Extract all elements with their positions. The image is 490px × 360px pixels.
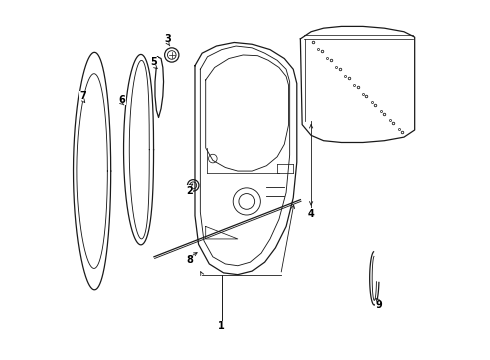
Text: 5: 5 [150,57,157,67]
Text: 9: 9 [375,300,382,310]
Text: 6: 6 [119,95,125,105]
Text: 7: 7 [79,91,86,101]
Text: 4: 4 [308,209,315,219]
Text: 8: 8 [186,255,193,265]
Text: 2: 2 [186,186,193,196]
Text: 1: 1 [219,321,225,332]
Text: 3: 3 [165,34,172,44]
